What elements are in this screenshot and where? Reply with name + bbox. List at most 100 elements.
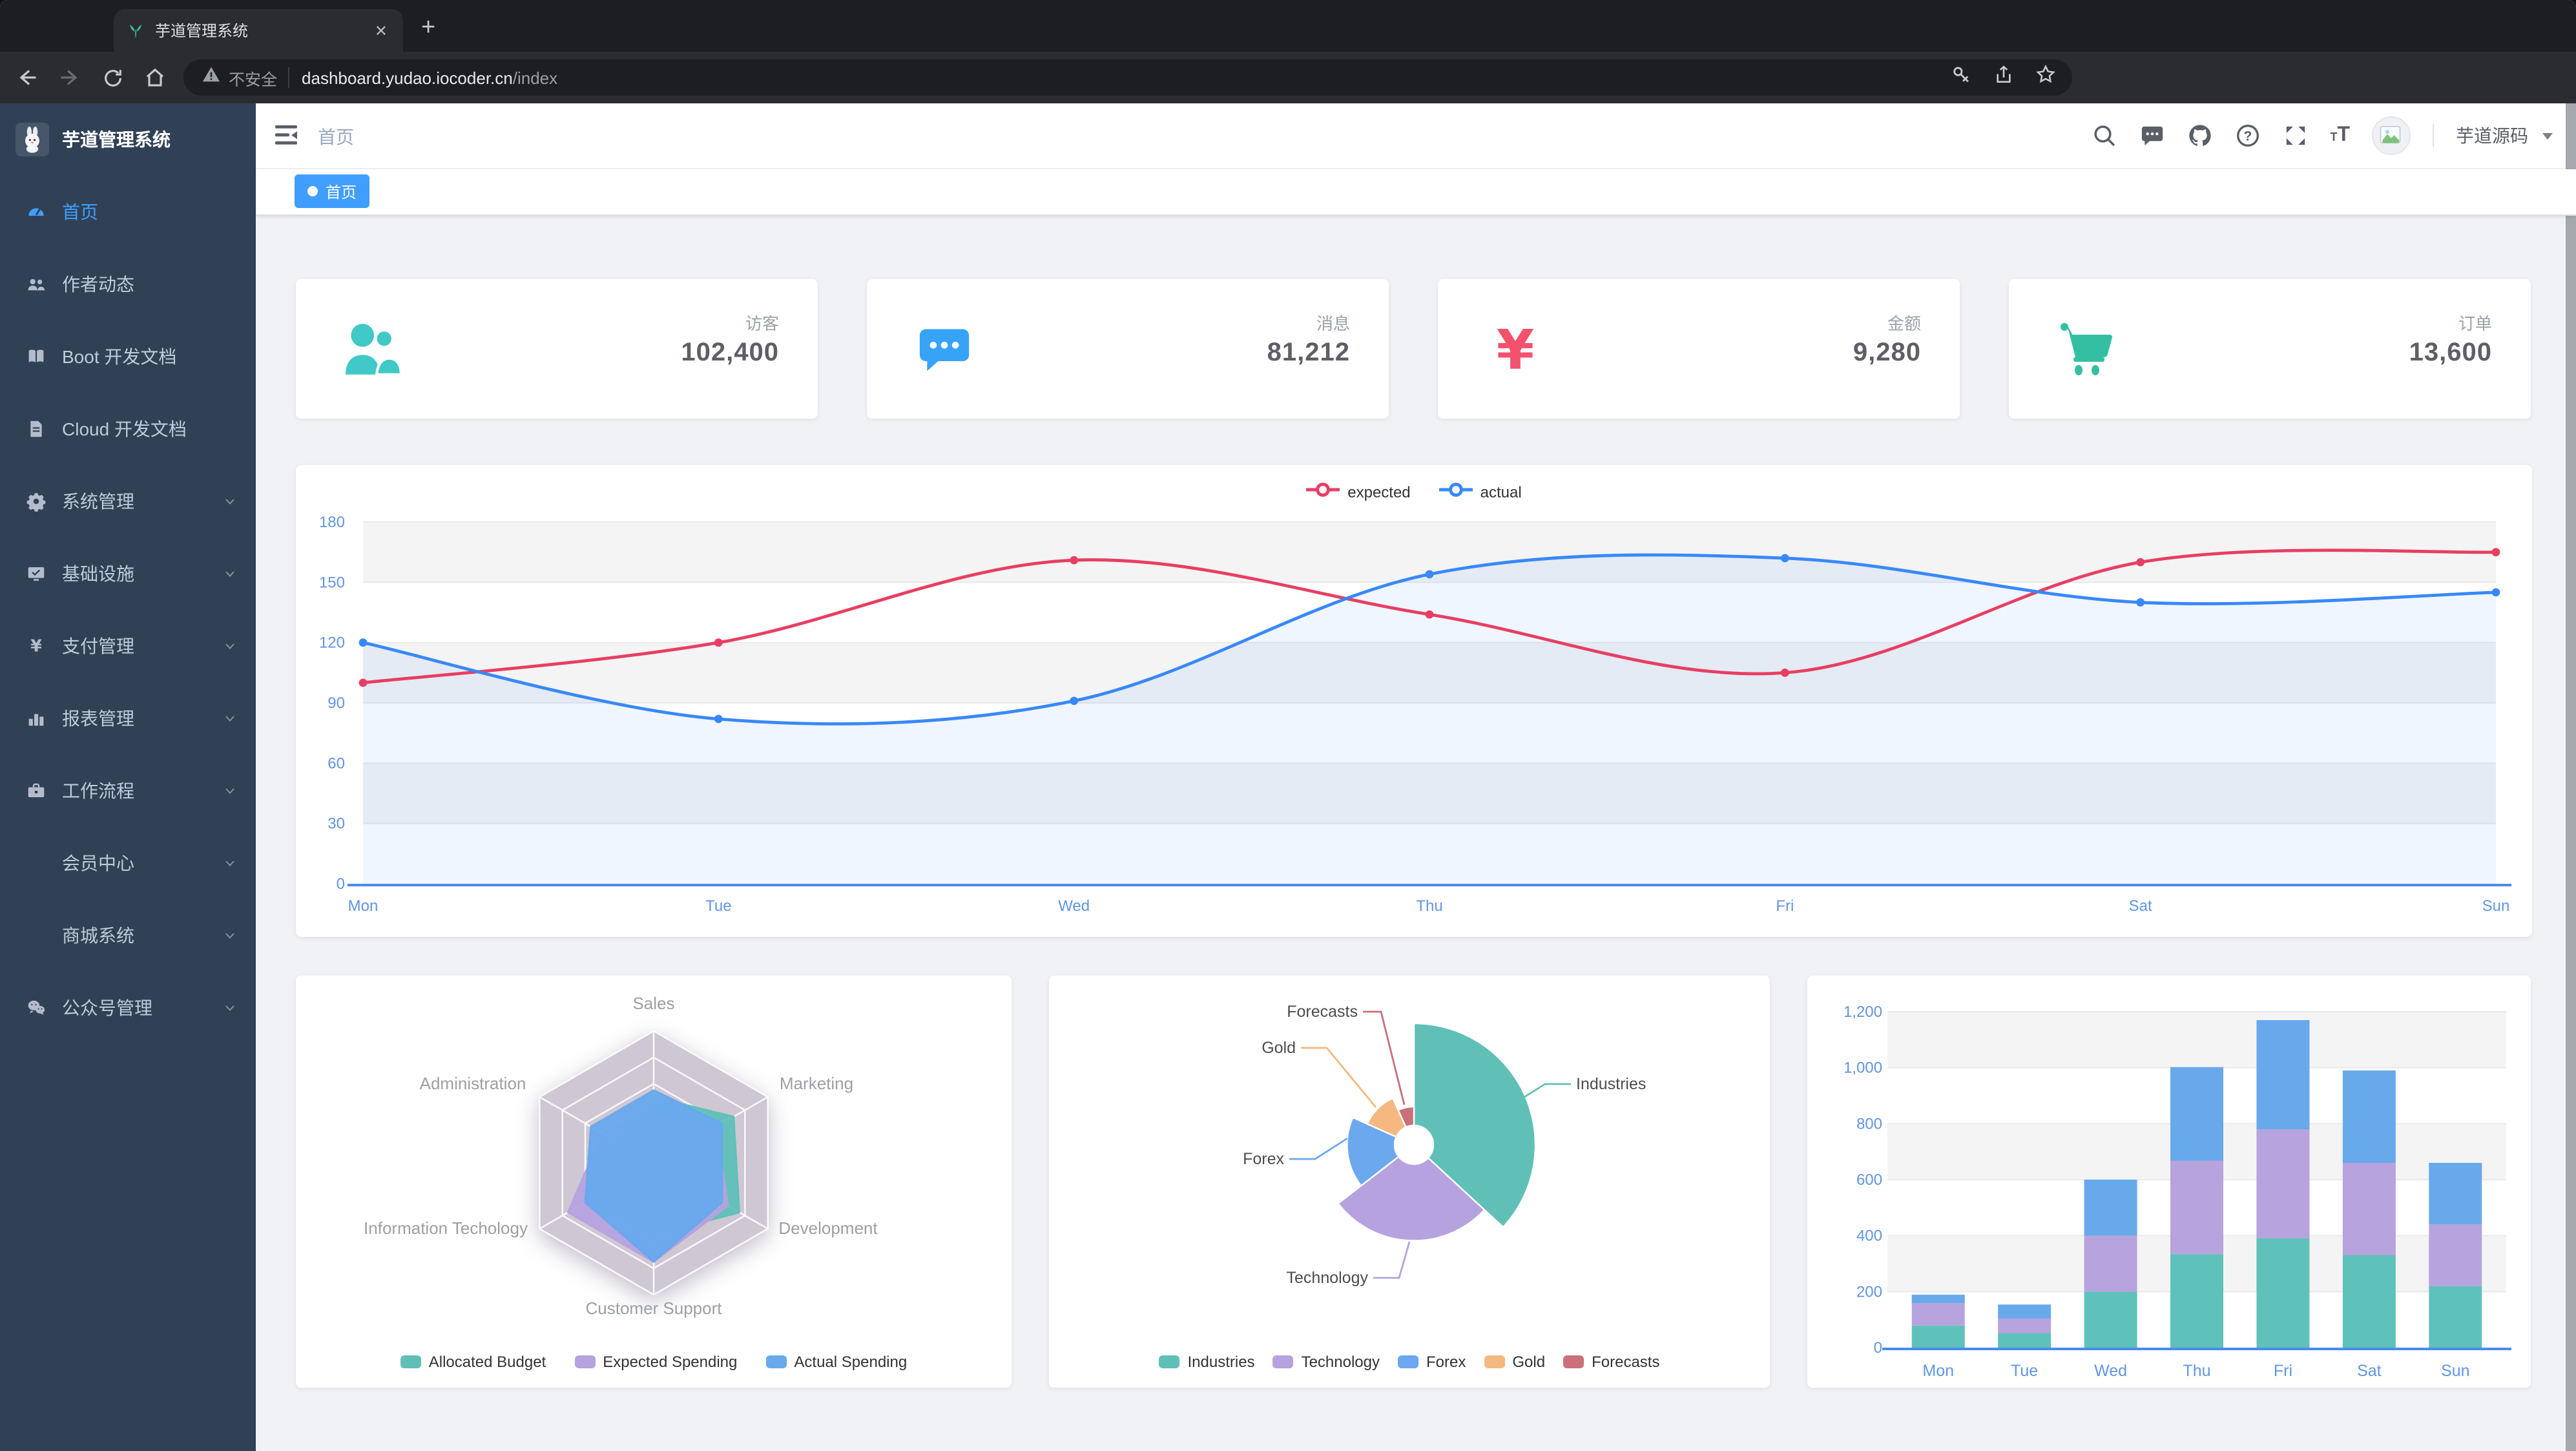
legend-item-Forecasts[interactable]: Forecasts: [1563, 1353, 1659, 1371]
sidebar-item-label: 系统管理: [62, 491, 134, 512]
tab-close-icon[interactable]: ✕: [374, 21, 388, 39]
search-icon[interactable]: [2091, 123, 2117, 149]
legend-label: Expected Spending: [603, 1353, 738, 1371]
budget-radar-chart-panel: Sales Administration Information Techology…: [296, 976, 1012, 1388]
help-icon[interactable]: ?: [2234, 123, 2260, 149]
pie-chart[interactable]: Industries Technology Forex Gold Forecasts: [1049, 976, 1770, 1388]
collapse-sidebar-icon[interactable]: [275, 125, 297, 145]
zoom-window-button[interactable]: [78, 18, 93, 34]
pie-label-Forex: Forex: [1243, 1150, 1284, 1168]
sidebar-item-9[interactable]: 会员中心: [0, 827, 256, 899]
sidebar-item-label: 会员中心: [62, 853, 134, 873]
new-tab-button[interactable]: +: [421, 14, 436, 41]
radar-chart-legend[interactable]: Allocated Budget Expected Spending Actual …: [296, 1353, 1012, 1371]
chevron-down-icon[interactable]: [2542, 132, 2553, 139]
svg-text:Mon: Mon: [348, 897, 379, 915]
legend-marker: [1563, 1355, 1584, 1368]
svg-text:30: 30: [327, 815, 345, 833]
sidebar-item-11[interactable]: 公众号管理: [0, 972, 256, 1044]
tag-home[interactable]: 首页: [295, 174, 370, 208]
chevron-down-icon: [222, 566, 238, 581]
forward-icon[interactable]: [54, 62, 85, 93]
line-chart[interactable]: 0 30 60 90 120 150 180 Mon Tue Wed Thu Fri Sat Sun: [296, 465, 2532, 937]
user-avatar[interactable]: [2372, 116, 2411, 155]
sidebar-item-10[interactable]: 商城系统: [0, 899, 256, 972]
chevron-down-icon: [222, 638, 238, 654]
reload-icon[interactable]: [97, 62, 128, 93]
chat-icon[interactable]: [2139, 123, 2165, 149]
app-logo[interactable]: 芋道管理系统: [0, 103, 256, 176]
stat-card-0[interactable]: 访客 102,400: [296, 279, 818, 419]
message-stat-icon: [908, 315, 981, 382]
tag-active-dot: [307, 186, 318, 196]
svg-text:Sat: Sat: [2129, 897, 2152, 915]
legend-label: Actual Spending: [794, 1353, 908, 1371]
stat-card-3[interactable]: 订单 13,600: [2009, 279, 2531, 419]
page-scrollbar[interactable]: [2566, 103, 2576, 1451]
svg-text:Sun: Sun: [2482, 897, 2510, 915]
stat-card-1[interactable]: 消息 81,212: [867, 279, 1389, 419]
sidebar-item-3[interactable]: Cloud 开发文档: [0, 393, 256, 465]
browser-tab[interactable]: 芋道管理系统 ✕: [114, 9, 403, 52]
address-bar[interactable]: 不安全 dashboard.yudao.iocoder.cn/index: [183, 59, 2072, 96]
minimize-window-button[interactable]: [52, 18, 67, 34]
url-text[interactable]: dashboard.yudao.iocoder.cn/index: [302, 68, 557, 87]
fullscreen-icon[interactable]: [2282, 123, 2308, 149]
breadcrumb[interactable]: 首页: [318, 127, 354, 147]
share-icon[interactable]: [1993, 64, 2014, 91]
sidebar-item-6[interactable]: ¥ 支付管理: [0, 610, 256, 682]
chevron-down-icon: [222, 711, 238, 726]
svg-text:1,000: 1,000: [1844, 1060, 1882, 1077]
sidebar-item-0[interactable]: 首页: [0, 176, 256, 248]
svg-text:Tue: Tue: [2011, 1362, 2038, 1380]
legend-label: Allocated Budget: [428, 1353, 546, 1371]
legend-item-Industries[interactable]: Industries: [1159, 1353, 1255, 1371]
legend-item-0[interactable]: Allocated Budget: [400, 1353, 546, 1371]
line-chart-legend[interactable]: expected actual: [296, 482, 2532, 501]
bookmark-star-icon[interactable]: [2035, 63, 2057, 92]
sidebar-item-2[interactable]: Boot 开发文档: [0, 320, 256, 393]
radar-chart[interactable]: Sales Administration Information Techology…: [296, 976, 1012, 1388]
legend-item-actual[interactable]: actual: [1439, 482, 1522, 501]
font-size-big-t: T: [2337, 124, 2350, 146]
username[interactable]: 芋道源码: [2456, 125, 2528, 146]
stat-card-2[interactable]: ¥ 金额 9,280: [1438, 279, 1960, 419]
browser-toolbar: 不安全 dashboard.yudao.iocoder.cn/index 12⌘…: [0, 52, 2576, 147]
gear-icon: [26, 491, 47, 512]
legend-item-Technology[interactable]: Technology: [1272, 1353, 1380, 1371]
book-icon: [26, 346, 47, 367]
window-controls: [26, 18, 93, 34]
wechat-icon: [26, 997, 47, 1018]
legend-item-Forex[interactable]: Forex: [1398, 1353, 1466, 1371]
legend-item-Gold[interactable]: Gold: [1484, 1353, 1545, 1371]
close-window-button[interactable]: [26, 18, 41, 34]
stacked-bar-chart[interactable]: Mon Tue Wed Thu Fri Sat Sun 0 200 400 600 800 1,000 1…: [1807, 976, 2531, 1388]
github-icon[interactable]: [2186, 123, 2212, 149]
pie-chart-legend[interactable]: Industries Technology Forex Gold Forecasts: [1049, 1353, 1770, 1371]
legend-item-expected[interactable]: expected: [1306, 482, 1411, 501]
url-domain: dashboard.yudao.iocoder.cn: [302, 68, 513, 87]
svg-text:400: 400: [1856, 1227, 1882, 1245]
chart-icon: [26, 708, 47, 729]
sidebar-item-7[interactable]: 报表管理: [0, 682, 256, 755]
sidebar-item-5[interactable]: 基础设施: [0, 538, 256, 610]
home-icon[interactable]: [140, 62, 171, 93]
weekly-stack-bar-chart-panel: Mon Tue Wed Thu Fri Sat Sun 0 200 400 600 800 1,000 1…: [1807, 976, 2531, 1388]
security-label[interactable]: 不安全: [229, 70, 278, 89]
back-icon[interactable]: [12, 62, 43, 93]
weekly-trend-line-chart-panel: 0 30 60 90 120 150 180 Mon Tue Wed Thu Fri Sat Sun ex…: [296, 465, 2532, 937]
sidebar-item-1[interactable]: 作者动态: [0, 248, 256, 320]
sidebar-item-4[interactable]: 系统管理: [0, 465, 256, 538]
legend-item-2[interactable]: Actual Spending: [765, 1353, 907, 1371]
svg-text:90: 90: [327, 694, 345, 712]
sidebar-item-label: 支付管理: [62, 636, 134, 656]
password-key-icon[interactable]: [1951, 63, 1973, 92]
sidebar-item-8[interactable]: 工作流程: [0, 755, 256, 827]
legend-marker: [1272, 1355, 1294, 1368]
legend-item-1[interactable]: Expected Spending: [574, 1353, 737, 1371]
svg-text:Sat: Sat: [2357, 1362, 2382, 1380]
svg-text:Development: Development: [778, 1218, 878, 1238]
stat-value: 9,280: [1853, 339, 1921, 367]
legend-marker: [1159, 1355, 1180, 1368]
